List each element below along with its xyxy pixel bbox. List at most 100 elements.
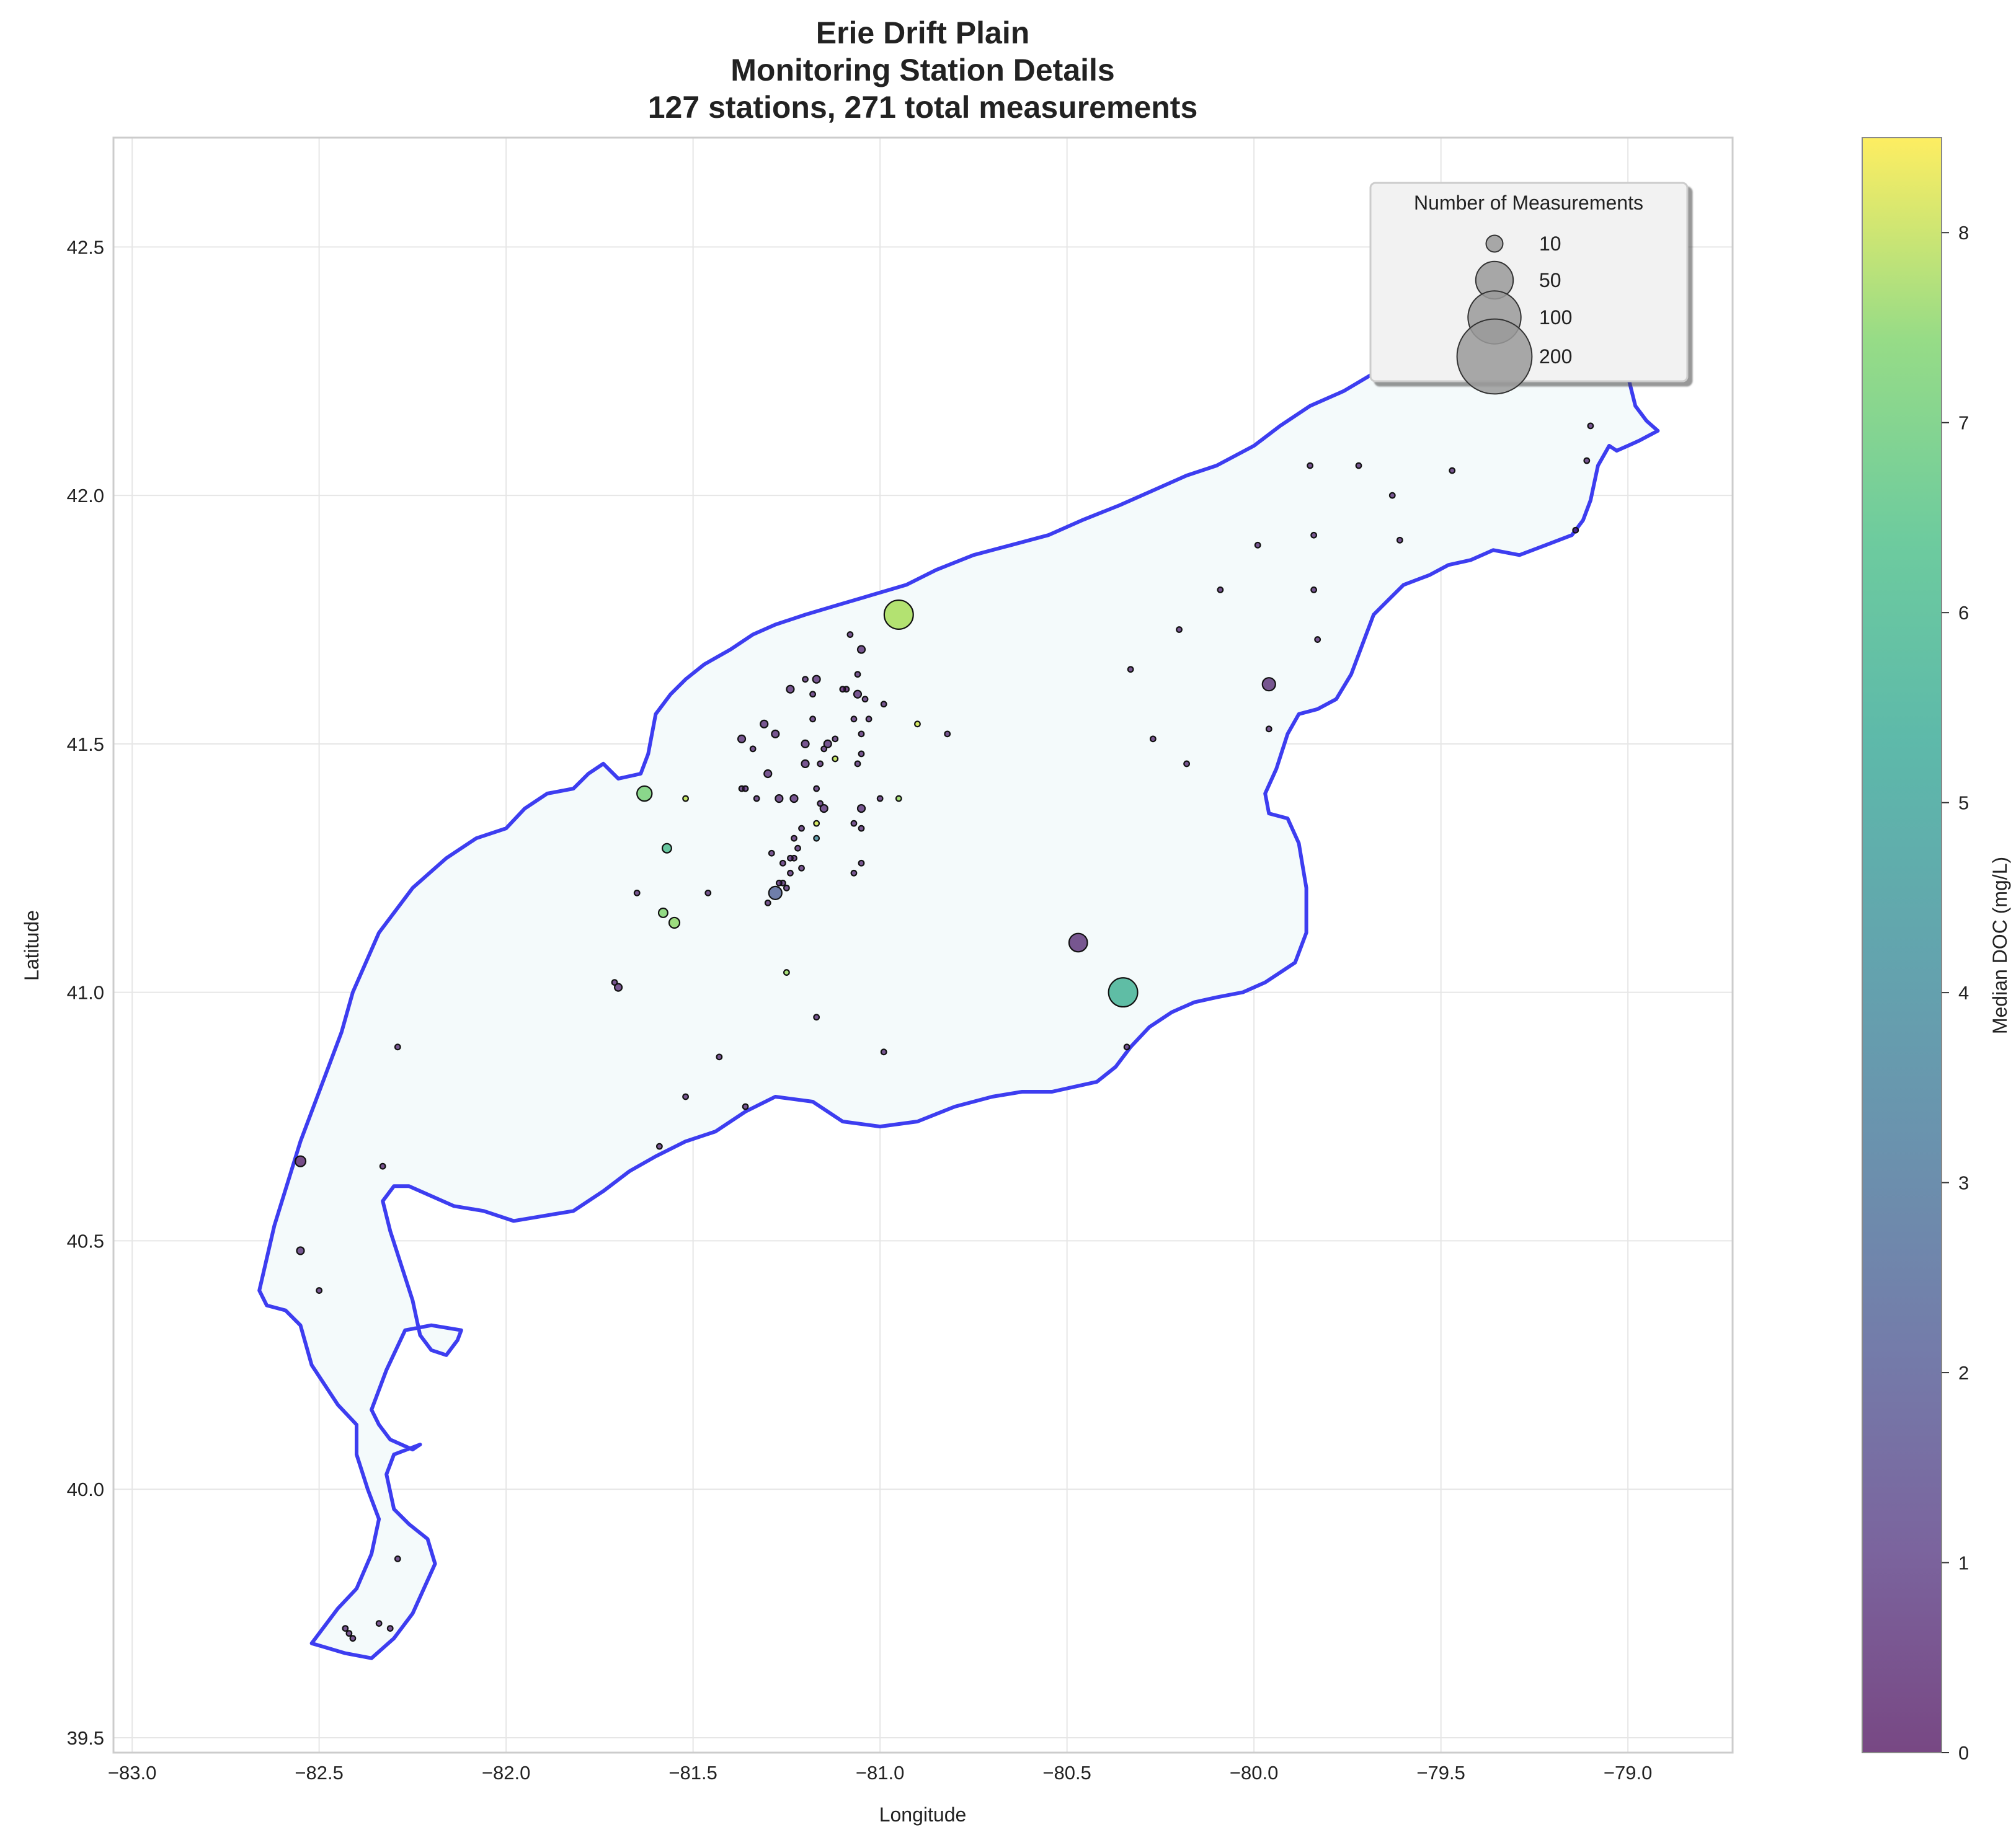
station-marker <box>611 979 618 986</box>
station-marker <box>1314 636 1321 643</box>
station-marker <box>944 730 951 738</box>
y-axis-ticks: 39.5 40.0 40.5 41.0 41.5 42.0 42.5 <box>67 236 104 1749</box>
station-marker <box>742 1103 749 1110</box>
station-marker <box>1108 977 1139 1008</box>
x-tick-label: −79.0 <box>1604 1762 1652 1784</box>
station-marker <box>682 1093 689 1100</box>
station-marker <box>764 899 771 906</box>
station-marker <box>737 734 747 743</box>
station-marker <box>668 916 681 929</box>
station-marker <box>1572 526 1579 534</box>
station-marker <box>817 760 824 768</box>
y-tick-label: 41.5 <box>67 733 104 755</box>
plot-frame <box>112 136 1734 1754</box>
station-marker <box>613 983 623 992</box>
station-marker <box>316 1287 323 1294</box>
colorbar-tick-label: 6 <box>1958 602 1969 624</box>
station-marker <box>783 884 790 892</box>
station-marker <box>787 869 794 877</box>
station-marker <box>682 795 689 802</box>
station-marker <box>858 730 865 738</box>
colorbar-tick-label: 1 <box>1958 1552 1969 1574</box>
station-marker <box>791 834 797 842</box>
colorbar-tick-label: 5 <box>1958 792 1969 814</box>
colorbar-tick-label: 0 <box>1958 1742 1969 1764</box>
station-marker <box>349 1635 357 1642</box>
legend-entry-label: 200 <box>1539 345 1572 368</box>
station-marker <box>1183 760 1191 768</box>
station-marker <box>661 843 672 854</box>
station-marker <box>823 739 832 748</box>
station-marker <box>704 889 712 896</box>
legend-entry-label: 10 <box>1539 232 1561 255</box>
station-marker <box>853 689 863 699</box>
station-marker <box>861 696 869 703</box>
station-marker <box>1449 467 1456 474</box>
station-marker <box>813 1014 820 1021</box>
station-marker <box>1355 462 1362 469</box>
station-marker <box>1265 725 1272 733</box>
station-marker <box>820 745 828 753</box>
station-marker <box>856 803 866 813</box>
station-marker <box>832 755 839 763</box>
station-marker <box>1396 536 1403 544</box>
station-marker <box>809 691 817 698</box>
colorbar-tick-label: 3 <box>1958 1172 1969 1194</box>
station-marker <box>789 794 799 803</box>
station-marker <box>1217 586 1224 593</box>
x-axis-ticks: −83.0 −82.5 −82.0 −81.5 −81.0 −80.5 −80.0 −79.5… <box>108 1762 1652 1784</box>
station-marker <box>798 825 805 832</box>
station-marker <box>375 1620 383 1627</box>
station-marker <box>880 701 887 708</box>
legend-size-marker <box>1456 318 1533 395</box>
x-axis-label: Longitude <box>879 1803 967 1826</box>
station-marker <box>768 849 775 857</box>
station-marker <box>876 795 884 802</box>
x-tick-label: −81.5 <box>668 1762 717 1784</box>
station-marker <box>786 684 795 694</box>
station-marker <box>783 969 790 976</box>
station-marker <box>763 769 773 779</box>
station-marker <box>1307 462 1314 469</box>
station-marker <box>914 720 921 728</box>
legend-entry-label: 50 <box>1539 269 1561 291</box>
colorbar-tick-label: 8 <box>1958 222 1969 244</box>
size-legend: Number of Measurements 10 50 100 200 <box>1369 182 1689 395</box>
station-marker <box>633 889 641 896</box>
y-tick-label: 41.0 <box>67 982 104 1004</box>
title-line-3: 127 stations, 271 total measurements <box>648 90 1198 125</box>
station-marker <box>812 675 821 684</box>
x-tick-label: −80.0 <box>1230 1762 1278 1784</box>
station-marker <box>1149 735 1157 743</box>
station-marker <box>655 1143 663 1150</box>
station-marker <box>1388 492 1396 499</box>
x-tick-label: −82.5 <box>295 1762 343 1784</box>
station-marker <box>801 739 810 748</box>
station-marker <box>850 820 858 827</box>
region-boundary <box>257 245 1660 1660</box>
station-marker <box>798 864 805 872</box>
x-tick-label: −83.0 <box>108 1762 156 1784</box>
station-marker <box>883 599 914 630</box>
station-marker <box>768 885 783 900</box>
station-marker <box>1310 531 1318 539</box>
station-marker <box>839 686 846 693</box>
station-marker <box>801 759 810 769</box>
station-marker <box>1261 677 1276 692</box>
station-marker <box>787 854 794 862</box>
title-line-2: Monitoring Station Details <box>730 53 1114 87</box>
station-marker <box>386 1625 394 1632</box>
station-marker <box>858 750 865 758</box>
y-tick-label: 40.5 <box>67 1230 104 1252</box>
station-marker <box>813 820 820 827</box>
station-marker <box>1254 541 1261 549</box>
station-marker <box>854 760 861 768</box>
legend-entry-label: 100 <box>1539 306 1572 329</box>
legend-box <box>1369 182 1689 383</box>
y-axis-label: Latitude <box>20 910 43 981</box>
station-marker <box>794 844 801 852</box>
station-marker <box>779 859 786 867</box>
station-marker <box>850 715 858 723</box>
station-marker <box>819 803 828 813</box>
